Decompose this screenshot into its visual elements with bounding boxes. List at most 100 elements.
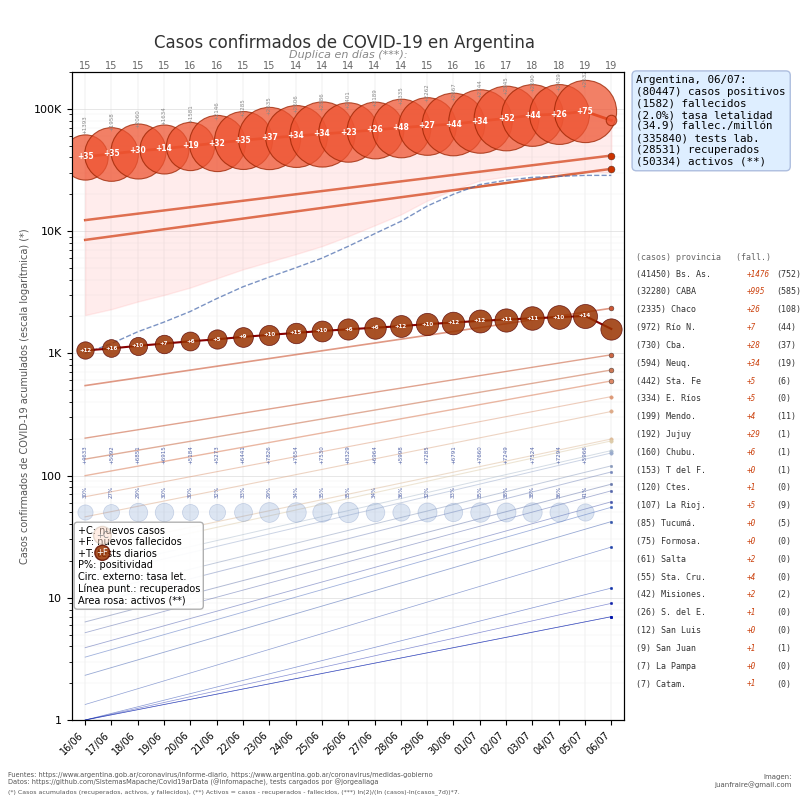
Text: Datos: https://github.com/SistemasMapache/Covid19arData (@infomapache), tests ca: Datos: https://github.com/SistemasMapach…	[8, 779, 378, 786]
Text: (199) Mendo.: (199) Mendo.	[637, 412, 697, 421]
Point	[526, 506, 538, 518]
Text: +14: +14	[579, 314, 591, 318]
Text: (44): (44)	[776, 323, 796, 332]
Point	[210, 137, 223, 150]
Point	[526, 109, 538, 122]
Text: (61) Salta: (61) Salta	[637, 554, 686, 564]
Text: +19: +19	[182, 142, 198, 150]
Text: (972) Río N.: (972) Río N.	[637, 323, 697, 332]
Text: +30: +30	[130, 146, 146, 155]
Text: +2845: +2845	[503, 77, 509, 95]
Text: +6851: +6851	[135, 445, 140, 464]
Text: +52: +52	[498, 114, 514, 123]
Point	[237, 330, 250, 343]
Text: +5273: +5273	[214, 445, 219, 464]
Text: (41450) Bs. As.: (41450) Bs. As.	[637, 270, 711, 278]
Text: +34: +34	[287, 131, 304, 141]
Text: (26) S. del E.: (26) S. del E.	[637, 608, 706, 618]
Text: +2060: +2060	[135, 109, 140, 128]
Text: 34%: 34%	[372, 486, 377, 498]
Text: (42) Misiones.: (42) Misiones.	[637, 590, 706, 599]
Text: +11: +11	[500, 317, 512, 322]
Text: (2): (2)	[776, 590, 791, 599]
Text: 33%: 33%	[241, 486, 246, 498]
Text: +5966: +5966	[582, 445, 587, 464]
Text: (0): (0)	[776, 394, 791, 403]
Text: +7524: +7524	[530, 445, 535, 464]
Text: +C: nuevos casos
+F: nuevos fallecidos
+T: tests diarios
P%: positividad
Circ. e: +C: nuevos casos +F: nuevos fallecidos +…	[78, 526, 200, 606]
Text: +7530: +7530	[319, 445, 325, 464]
Text: +2262: +2262	[425, 84, 430, 102]
Text: +5998: +5998	[398, 445, 403, 464]
Text: +F: +F	[97, 548, 108, 558]
Text: +6791: +6791	[451, 445, 456, 464]
Point	[447, 506, 460, 518]
Point	[342, 126, 354, 138]
Text: Fuentes: https://www.argentina.gob.ar/coronavirus/informe-diario, https://www.ar: Fuentes: https://www.argentina.gob.ar/co…	[8, 771, 433, 778]
Text: +35: +35	[103, 150, 120, 158]
Text: +2401: +2401	[346, 90, 350, 109]
Point	[605, 322, 618, 335]
Point	[263, 131, 276, 144]
Text: +6: +6	[747, 448, 756, 457]
Text: (7) Catam.: (7) Catam.	[637, 679, 686, 689]
Text: (752): (752)	[776, 270, 800, 278]
Text: +0: +0	[747, 519, 756, 528]
Point	[263, 329, 276, 342]
Point	[237, 134, 250, 146]
Text: +2335: +2335	[398, 86, 403, 105]
Text: 36%: 36%	[556, 486, 562, 498]
Point	[474, 314, 486, 327]
Text: 29%: 29%	[267, 486, 272, 498]
Text: +0: +0	[747, 626, 756, 635]
Text: (594) Neuq.: (594) Neuq.	[637, 358, 691, 368]
Text: +1: +1	[747, 644, 756, 653]
Text: +7660: +7660	[478, 445, 482, 464]
Point	[290, 326, 302, 339]
Text: +1393: +1393	[82, 114, 88, 134]
Text: 41%: 41%	[582, 486, 587, 498]
Point	[342, 506, 354, 518]
Text: (334) E. Ríos: (334) E. Ríos	[637, 394, 702, 403]
Text: (casos) provincia   (fall.): (casos) provincia (fall.)	[637, 254, 771, 262]
Text: +1958: +1958	[109, 112, 114, 130]
Text: (442) Sta. Fe: (442) Sta. Fe	[637, 377, 702, 386]
Text: +12: +12	[447, 320, 459, 325]
Text: (*) Casos acumulados (recuperados, activos, y fallecidos), (**) Activos = casos : (*) Casos acumulados (recuperados, activ…	[8, 790, 460, 795]
Text: +2590: +2590	[530, 73, 535, 92]
Point	[315, 506, 328, 518]
Text: (6): (6)	[776, 377, 791, 386]
Point	[290, 130, 302, 142]
Text: +1634: +1634	[162, 106, 166, 126]
Text: Argentina, 06/07:
(80447) casos positivos
(1582) fallecidos
(2.0%) tasa letalida: Argentina, 06/07: (80447) casos positivo…	[637, 75, 786, 166]
Point	[605, 114, 618, 126]
Text: +75: +75	[577, 107, 594, 116]
Text: 30%: 30%	[188, 486, 193, 498]
Text: (0): (0)	[776, 626, 791, 635]
Text: +29: +29	[747, 430, 761, 439]
Text: +28: +28	[747, 341, 761, 350]
Text: +2886: +2886	[319, 92, 325, 110]
Text: (107) La Rioj.: (107) La Rioj.	[637, 502, 706, 510]
Point	[184, 139, 197, 152]
Text: 32%: 32%	[425, 486, 430, 498]
Text: (0): (0)	[776, 554, 791, 564]
Text: +5184: +5184	[188, 445, 193, 464]
Text: (0): (0)	[776, 573, 791, 582]
Text: +2635: +2635	[267, 96, 272, 114]
Text: 33%: 33%	[451, 486, 456, 498]
Text: 35%: 35%	[346, 486, 350, 498]
Text: (730) Cba.: (730) Cba.	[637, 341, 686, 350]
Point	[552, 506, 565, 518]
Text: +6441: +6441	[241, 445, 246, 464]
Point	[315, 127, 328, 140]
Text: +5: +5	[213, 337, 221, 342]
Point	[578, 105, 591, 118]
Text: (85) Tucumá.: (85) Tucumá.	[637, 519, 697, 528]
Text: +0: +0	[747, 537, 756, 546]
Text: +7826: +7826	[267, 445, 272, 464]
Text: 35%: 35%	[319, 486, 325, 498]
Text: 38%: 38%	[530, 486, 535, 498]
Text: +2285: +2285	[241, 98, 246, 117]
Text: +7285: +7285	[425, 445, 430, 464]
